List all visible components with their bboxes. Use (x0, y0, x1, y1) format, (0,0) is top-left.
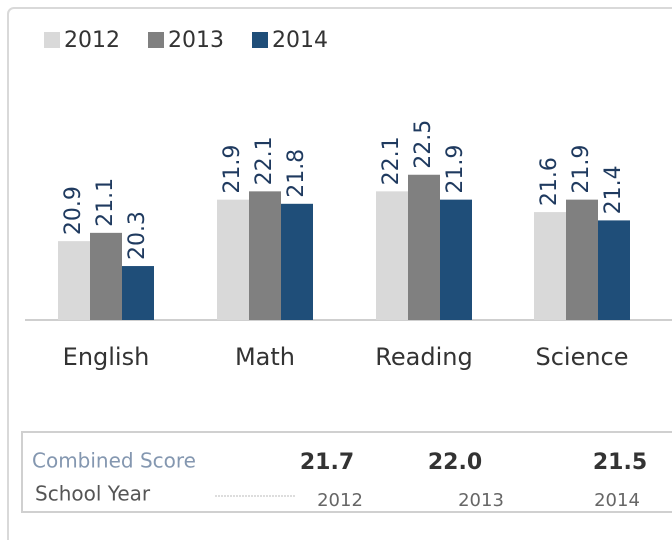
x-tick-label: Math (235, 343, 295, 371)
data-label: 22.5 (411, 120, 436, 169)
legend-swatch (148, 32, 164, 48)
data-label: 21.4 (601, 165, 626, 214)
legend-label: 2012 (64, 28, 120, 53)
table-box (21, 431, 672, 513)
bar (598, 220, 630, 320)
bar (408, 174, 440, 320)
data-label: 21.9 (443, 145, 468, 194)
bar (217, 199, 249, 320)
legend-swatch (44, 32, 60, 48)
data-label: 21.8 (284, 149, 309, 198)
data-label: 20.9 (61, 186, 86, 235)
school-year: 2014 (594, 490, 640, 511)
bar (566, 199, 598, 320)
bar (534, 212, 566, 320)
data-label: 20.3 (125, 211, 150, 260)
x-tick-label: Reading (375, 343, 472, 371)
bar (58, 241, 90, 320)
legend-swatch (252, 32, 268, 48)
data-label: 22.1 (252, 136, 277, 185)
bar (281, 203, 313, 320)
legend-label: 2014 (272, 28, 328, 53)
bar (122, 266, 154, 320)
legend-label: 2013 (168, 28, 224, 53)
bar (376, 191, 408, 320)
data-label: 22.1 (379, 136, 404, 185)
x-tick-label: Science (535, 343, 628, 371)
school-year: 2013 (458, 490, 504, 511)
bar (249, 191, 281, 320)
data-label: 21.9 (220, 145, 245, 194)
row-label: Combined Score (32, 449, 196, 473)
data-label: 21.1 (93, 178, 118, 227)
bar (440, 199, 472, 320)
panel (7, 7, 672, 540)
data-label: 21.6 (537, 157, 562, 206)
data-label: 21.9 (569, 145, 594, 194)
combined-score: 21.7 (300, 450, 354, 475)
x-tick-label: English (63, 343, 150, 371)
row-label: School Year (35, 482, 151, 506)
school-year: 2012 (317, 490, 363, 511)
combined-score: 21.5 (593, 450, 647, 475)
bar (90, 232, 122, 320)
combined-score: 22.0 (428, 450, 482, 475)
